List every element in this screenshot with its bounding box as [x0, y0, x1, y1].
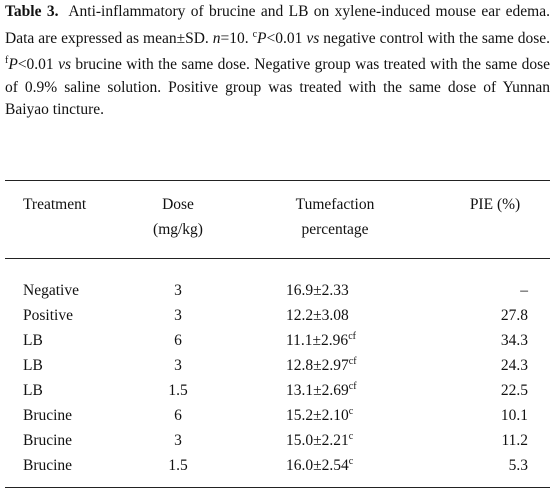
tumefaction-value: 13.1±2.69 [286, 382, 349, 399]
treatment-cell: LB [23, 332, 43, 349]
tumefaction-value: 15.2±2.10 [286, 407, 349, 424]
tumefaction-cell: 16.0±2.54c [286, 457, 353, 475]
tumefaction-cell: 15.0±2.21c [286, 432, 353, 450]
tumefaction-value: 12.2±3.08 [286, 307, 349, 324]
tumefaction-value: 11.1±2.96 [286, 332, 349, 349]
caption-sup: f [5, 55, 9, 66]
caption-text: P [8, 56, 18, 73]
tumefaction-cell: 12.8±2.97cf [286, 357, 357, 375]
caption-text: <0.01 [17, 56, 59, 73]
header-cell: percentage [301, 221, 369, 238]
caption-text: P [257, 29, 267, 47]
pie-cell: 22.5 [500, 382, 528, 399]
dose-cell: 3 [174, 282, 182, 299]
caption-text: negative control with the same dose. [319, 29, 550, 47]
treatment-cell: Brucine [23, 432, 73, 449]
significance-mark: cf [348, 331, 356, 342]
tumefaction-cell: 13.1±2.69cf [286, 382, 357, 400]
caption-text: n [212, 29, 221, 47]
header-cell: PIE (%) [469, 196, 521, 213]
caption-text: Anti-inflammatory of brucine and LB on x… [5, 3, 550, 47]
dose-cell: 6 [174, 407, 182, 424]
caption-label: Table 3. [5, 3, 59, 20]
treatment-cell: LB [23, 357, 43, 374]
treatment-cell: LB [23, 382, 43, 399]
header-rule [5, 258, 550, 259]
tumefaction-value: 16.0±2.54 [286, 457, 349, 474]
pie-cell: 34.3 [500, 332, 528, 349]
caption-sup: c [252, 28, 258, 40]
tumefaction-value: 12.8±2.97 [286, 357, 349, 374]
bottom-rule [5, 487, 550, 488]
caption-text: =10. [220, 29, 253, 47]
pie-cell: 10.1 [500, 407, 528, 424]
dose-cell: 1.5 [168, 457, 188, 474]
treatment-cell: Positive [23, 307, 73, 324]
significance-mark: c [348, 431, 354, 442]
tumefaction-value: 15.0±2.21 [286, 432, 349, 449]
significance-mark: cf [348, 381, 357, 392]
pie-cell: – [520, 282, 528, 299]
tumefaction-value: 16.9±2.33 [286, 282, 349, 299]
dose-cell: 3 [174, 357, 182, 374]
caption-text: brucine with the same dose. Negative gro… [5, 56, 551, 118]
caption-text: <0.01 [266, 29, 307, 47]
treatment-cell: Brucine [23, 457, 73, 474]
header-cell: (mg/kg) [153, 221, 203, 238]
treatment-cell: Brucine [23, 407, 73, 424]
header-cell: Tumefaction [295, 196, 375, 213]
caption-text: vs [306, 29, 320, 47]
table-caption: Table 3. Anti-inflammatory of brucine an… [5, 1, 550, 122]
significance-mark: cf [348, 356, 357, 367]
pie-cell: 24.3 [500, 357, 528, 374]
pie-cell: 5.3 [508, 457, 528, 474]
top-rule [5, 180, 550, 181]
dose-cell: 3 [174, 307, 182, 324]
tumefaction-cell: 11.1±2.96cf [286, 332, 356, 350]
treatment-cell: Negative [23, 282, 79, 299]
significance-mark: c [348, 406, 354, 417]
pie-cell: 27.8 [500, 307, 528, 324]
pie-cell: 11.2 [501, 432, 528, 449]
dose-cell: 3 [174, 432, 182, 449]
header-cell: Dose [162, 196, 194, 213]
caption-text: vs [58, 56, 71, 73]
tumefaction-cell: 16.9±2.33 [286, 282, 349, 300]
tumefaction-cell: 15.2±2.10c [286, 407, 353, 425]
dose-cell: 6 [174, 332, 182, 349]
tumefaction-cell: 12.2±3.08 [286, 307, 349, 325]
dose-cell: 1.5 [168, 382, 188, 399]
header-cell: Treatment [23, 196, 87, 213]
significance-mark: c [348, 456, 354, 467]
